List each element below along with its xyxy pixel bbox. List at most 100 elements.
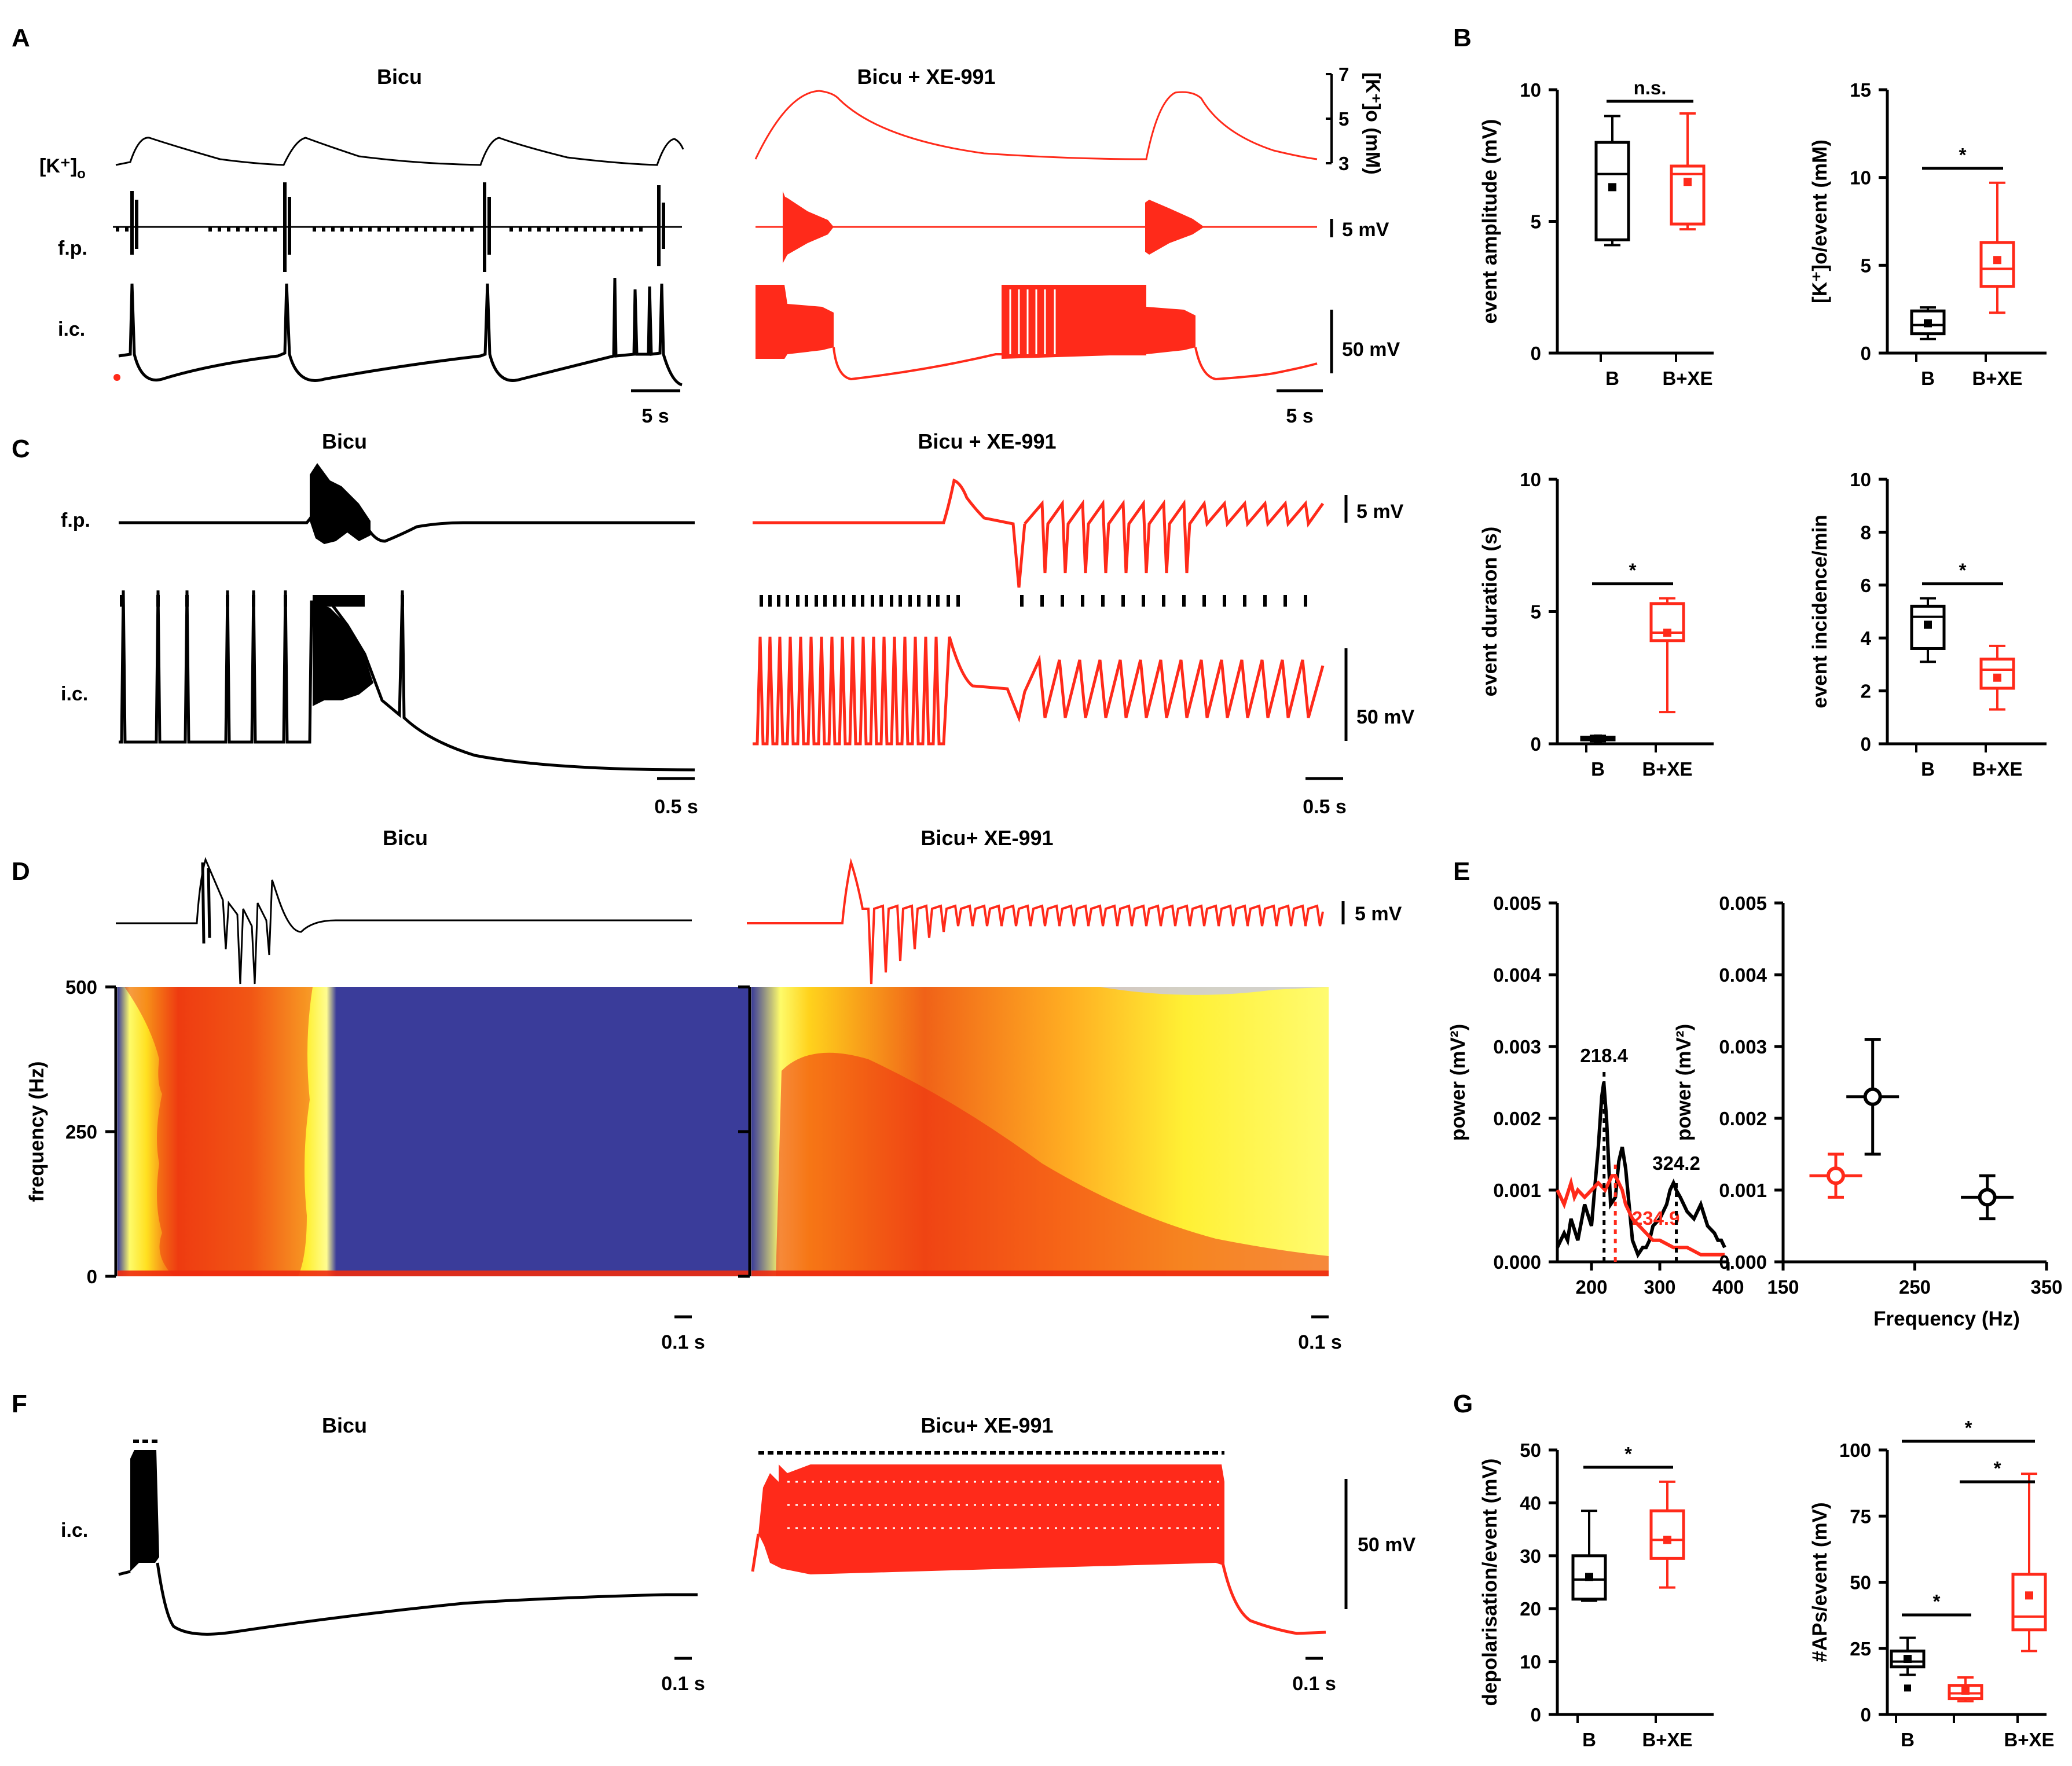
y-tick-label: 8	[1861, 522, 1871, 543]
y-tick-label: 0.000	[1719, 1251, 1767, 1273]
label-a-5s-left: 5 s	[641, 405, 669, 427]
x-category-label: B	[1582, 1729, 1596, 1750]
label-d-01s-right: 0.1 s	[1298, 1331, 1342, 1353]
mean-marker	[1993, 673, 2001, 682]
y-axis-label: #APs/event (mV)	[1809, 1502, 1831, 1662]
y-tick-label: 0.002	[1493, 1108, 1541, 1129]
y-tick-label: 100	[1839, 1440, 1871, 1461]
trace-a-k-bicu	[115, 137, 684, 166]
spectrogram-xe	[751, 987, 1329, 1276]
spectrogram-xe-axis	[738, 985, 751, 1278]
y-tick-label: 0	[1531, 733, 1541, 755]
k-scale-axis	[1326, 73, 1333, 164]
box	[1890, 1649, 1926, 1669]
significance-label: *	[1994, 1457, 2001, 1479]
box	[1594, 141, 1630, 241]
title-a-bicu: Bicu	[377, 65, 422, 89]
trace-d-xe	[747, 858, 1324, 985]
x-tick-label: 200	[1575, 1276, 1607, 1298]
box	[1979, 658, 2015, 690]
mean-marker	[1594, 734, 1602, 743]
label-a-fp: f.p.	[58, 237, 87, 259]
y-tick-label: 2	[1861, 681, 1871, 702]
x-category-label: B+XE	[1972, 758, 2022, 780]
spectrogram-bicu	[118, 987, 750, 1276]
x-category-label: B	[1605, 368, 1619, 389]
peak-label: 324.2	[1652, 1152, 1700, 1174]
peak-label: 234.9	[1632, 1207, 1680, 1229]
title-f-bicu: Bicu	[322, 1413, 367, 1437]
y-axis-label: power (mV²)	[1447, 1024, 1469, 1141]
trace-a-fp-xe-bursts	[783, 191, 1204, 263]
x-tick-label: 250	[1899, 1276, 1931, 1298]
chart-aps-per-event: 0 25 50 75 100 #APs/event (mV) B B+XE * * *	[1809, 1417, 2055, 1750]
panel-letter-a: A	[12, 24, 30, 52]
y-tick-label: 50	[1850, 1572, 1871, 1594]
significance-label: *	[1959, 560, 1967, 581]
label-a-ic: i.c.	[58, 318, 85, 340]
trace-f-bicu	[118, 1440, 698, 1636]
y-tick-label: 10	[1520, 1651, 1541, 1673]
label-c-05s-right: 0.5 s	[1303, 796, 1347, 818]
mean-marker	[1961, 1686, 1970, 1695]
y-tick-label: 10	[1520, 469, 1541, 490]
y-tick-label: 0	[1861, 1704, 1871, 1725]
mean-marker	[1663, 629, 1671, 637]
y-tick-label: 0	[1861, 343, 1871, 364]
trace-f-xe	[751, 1451, 1326, 1635]
box	[1979, 241, 2015, 288]
x-category-label: B+XE	[2004, 1729, 2054, 1750]
significance-label: *	[1624, 1443, 1632, 1464]
mean-marker	[1663, 1536, 1671, 1544]
y-tick-label: 0.003	[1493, 1036, 1541, 1058]
chart-event-amplitude: 0 5 10 event amplitude (mV) B B+XE n.s.	[1479, 77, 1714, 389]
title-c-bicu: Bicu	[322, 429, 367, 453]
mean-marker	[1585, 1573, 1593, 1581]
y-tick-label: 0	[1531, 1704, 1541, 1725]
data-point	[1863, 1087, 1882, 1106]
y-tick-label: 20	[1520, 1598, 1541, 1620]
panel-letter-f: F	[12, 1390, 27, 1418]
y-tick-label: 10	[1850, 167, 1871, 189]
label-d-01s-left: 0.1 s	[661, 1331, 705, 1353]
label-a-50mv: 50 mV	[1342, 339, 1400, 361]
k-axis-title: [K⁺]o (mM)	[1362, 72, 1384, 175]
y-tick-label: 0.001	[1719, 1180, 1767, 1201]
significance-label: *	[1629, 560, 1637, 581]
data-point	[1827, 1166, 1845, 1185]
title-f-xe: Bicu+ XE-991	[921, 1413, 1053, 1437]
x-category-label: B+XE	[1662, 368, 1712, 389]
x-tick-label: 300	[1644, 1276, 1675, 1298]
trace-a-ic-xe	[756, 285, 1318, 381]
panel-letter-g: G	[1453, 1390, 1473, 1418]
k-tick-7: 7	[1338, 64, 1349, 85]
box	[1670, 164, 1706, 226]
panel-letter-c: C	[12, 435, 30, 463]
x-axis-label: Frequency (Hz)	[1873, 1308, 2020, 1330]
trace-c-ic-xe	[753, 595, 1325, 746]
spectrogram-tick-0: 0	[87, 1266, 97, 1287]
marker-dot	[113, 374, 120, 381]
chart-power-spectrum: 0.000 0.001 0.002 0.003 0.004 0.005 200 300 400 p…	[1447, 893, 1744, 1298]
significance-label: *	[1933, 1591, 1941, 1612]
x-category-label: B	[1921, 368, 1935, 389]
chart-event-duration: 0 5 10 event duration (s) B B+XE *	[1479, 469, 1714, 780]
y-tick-label: 0.004	[1719, 964, 1767, 986]
y-tick-label: 50	[1520, 1440, 1541, 1461]
x-category-label: B	[1591, 758, 1605, 780]
y-tick-label: 10	[1520, 79, 1541, 101]
trace-a-k-xe	[754, 90, 1318, 160]
box	[2011, 1573, 2047, 1632]
x-category-label: B	[1921, 758, 1935, 780]
series-line-0	[1556, 1082, 1726, 1259]
box	[1948, 1684, 1983, 1701]
box	[1910, 604, 1946, 650]
title-c-xe: Bicu + XE-991	[918, 429, 1056, 453]
x-tick-label: 150	[1767, 1276, 1799, 1298]
mean-marker	[2025, 1591, 2033, 1600]
y-tick-label: 0	[1531, 343, 1541, 364]
box	[1571, 1554, 1607, 1601]
box	[1649, 602, 1685, 642]
trace-c-fp-bicu	[119, 463, 695, 544]
significance-label: *	[1965, 1417, 1972, 1438]
